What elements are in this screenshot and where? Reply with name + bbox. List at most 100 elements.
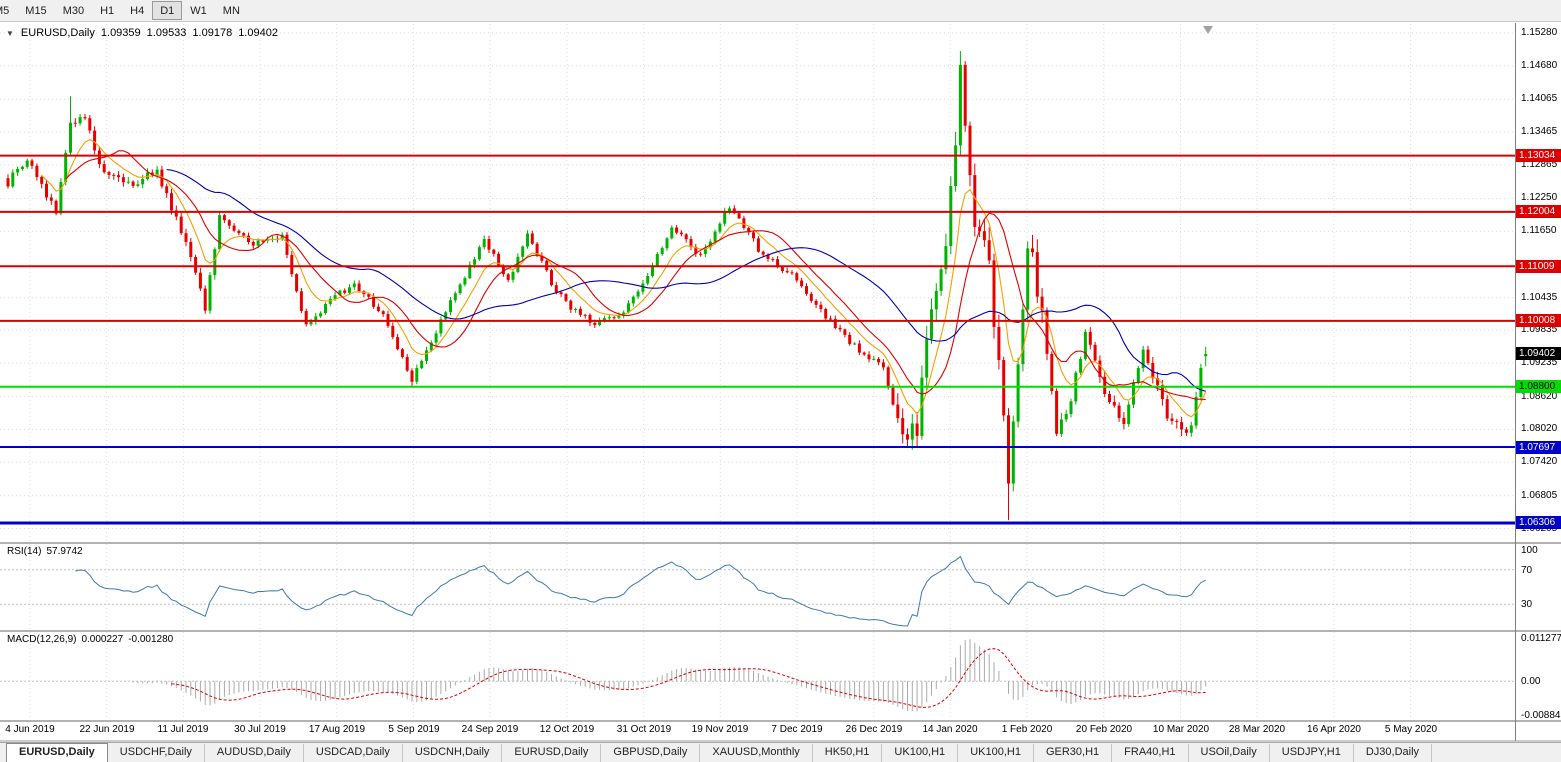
candle-body: [723, 211, 727, 224]
candle-body: [1045, 310, 1049, 354]
timeframe-button-h1[interactable]: H1: [100, 4, 115, 17]
candle-body: [992, 260, 996, 327]
candle-body: [434, 333, 438, 343]
chart-canvas[interactable]: [0, 0, 1561, 742]
candle-body: [242, 233, 246, 236]
candle-body: [93, 130, 97, 151]
candle-body: [627, 303, 630, 313]
candle-body: [11, 172, 15, 187]
price-tick-label: 1.09235: [1521, 357, 1558, 368]
date-label: 26 Dec 2019: [845, 724, 903, 735]
candle-body: [819, 304, 823, 309]
candle-body: [251, 242, 255, 246]
candle-body: [170, 193, 173, 211]
candle-body: [675, 227, 679, 233]
candle-body: [102, 164, 106, 173]
timeframe-button-m30[interactable]: M30: [62, 4, 85, 17]
candle-body: [877, 358, 881, 363]
candle-body: [910, 423, 914, 440]
rsi-pane[interactable]: [0, 544, 1515, 630]
candle-body: [1035, 252, 1039, 297]
candle-body: [1050, 353, 1054, 391]
candle-body: [862, 352, 866, 355]
candle-body: [165, 186, 169, 194]
candle-body: [982, 231, 986, 241]
candle-body: [516, 256, 520, 272]
candle-body: [901, 418, 905, 435]
chart-tab-4-usdcnh-daily[interactable]: USDCNH,Daily: [403, 744, 503, 762]
chart-tab-1-usdchf-daily[interactable]: USDCHF,Daily: [108, 744, 205, 762]
candle-body: [939, 269, 943, 291]
candle-body: [213, 249, 217, 276]
candle-body: [449, 300, 452, 313]
timeframe-button-m15[interactable]: M15: [25, 4, 47, 17]
timeframe-button-m5[interactable]: M5: [0, 4, 10, 17]
chart-tab-7-xauusd-monthly[interactable]: XAUUSD,Monthly: [700, 744, 813, 762]
timeframe-button-w1[interactable]: W1: [190, 4, 207, 17]
candle-body: [872, 358, 876, 360]
price-line-badge: 1.12004: [1516, 205, 1561, 218]
candle-body: [1083, 331, 1087, 359]
chart-tab-6-gbpusd-daily[interactable]: GBPUSD,Daily: [601, 744, 701, 762]
candle-body: [550, 270, 553, 286]
chart-tab-11-ger30-h1[interactable]: GER30,H1: [1034, 744, 1113, 762]
chevron-down-icon[interactable]: ▼: [6, 28, 14, 38]
chart-tab-3-usdcad-daily[interactable]: USDCAD,Daily: [304, 744, 403, 762]
candle-body: [497, 253, 501, 266]
macd-axis-label: 0.011277: [1521, 633, 1561, 644]
candle-body: [299, 291, 303, 311]
price-tick-label: 1.06805: [1521, 490, 1558, 501]
chart-tab-8-hk50-h1[interactable]: HK50,H1: [813, 744, 883, 762]
candle-body: [107, 172, 111, 175]
date-label: 5 Sep 2019: [388, 724, 440, 735]
candle-body: [795, 273, 799, 281]
candle-body: [896, 404, 900, 419]
candle-body: [482, 239, 486, 248]
candle-body: [1064, 414, 1068, 420]
candle-body: [309, 321, 313, 325]
candle-body: [150, 172, 154, 175]
timeframe-button-h4[interactable]: H4: [130, 4, 145, 17]
candle-body: [814, 300, 818, 305]
chart-tab-0-eurusd-daily[interactable]: EURUSD,Daily: [6, 743, 108, 762]
candle-body: [338, 290, 342, 296]
candle-body: [1040, 296, 1044, 311]
date-label: 11 Jul 2019: [157, 724, 209, 735]
macd-pane-label: MACD(12,26,9) 0.000227 -0.001280: [7, 634, 178, 645]
price-pane[interactable]: [0, 24, 1515, 542]
chart-tab-9-uk100-h1[interactable]: UK100,H1: [882, 744, 959, 762]
timeframe-button-mn[interactable]: MN: [222, 4, 240, 17]
candle-body: [930, 309, 933, 339]
chart-tab-2-audusd-daily[interactable]: AUDUSD,Daily: [205, 744, 304, 762]
date-label: 30 Jul 2019: [234, 724, 286, 735]
timeframe-button-d1[interactable]: D1: [152, 1, 183, 20]
candle-body: [328, 298, 332, 304]
chart-tab-14-usdjpy-h1[interactable]: USDJPY,H1: [1270, 744, 1354, 762]
candle-body: [660, 248, 664, 254]
chart-tab-5-eurusd-daily[interactable]: EURUSD,Daily: [502, 744, 602, 762]
chart-tab-10-uk100-h1[interactable]: UK100,H1: [958, 744, 1034, 762]
date-label: 24 Sep 2019: [461, 724, 519, 735]
price-line-badge: 1.11009: [1516, 260, 1561, 273]
candle-body: [747, 228, 751, 233]
macd-pane[interactable]: [0, 632, 1515, 720]
date-label: 1 Feb 2020: [1001, 724, 1053, 735]
chart-tab-15-dj30-daily[interactable]: DJ30,Daily: [1354, 744, 1433, 762]
candle-body: [521, 246, 525, 257]
candle-body: [396, 337, 400, 350]
candle-body: [699, 253, 703, 255]
candle-body: [222, 215, 226, 221]
candle-body: [997, 326, 1001, 360]
candle-body: [694, 247, 698, 254]
candle-body: [1011, 421, 1015, 484]
candle-body: [1031, 248, 1034, 253]
candle-body: [728, 208, 731, 212]
candle-body: [400, 349, 404, 357]
chart-tab-13-usoil-daily[interactable]: USOil,Daily: [1189, 744, 1270, 762]
candle-body: [1199, 367, 1203, 397]
candle-body: [174, 210, 178, 217]
chart-tab-12-fra40-h1[interactable]: FRA40,H1: [1112, 744, 1189, 762]
candle-body: [1175, 421, 1179, 422]
candle-body: [1069, 401, 1073, 414]
candle-body: [261, 240, 265, 242]
